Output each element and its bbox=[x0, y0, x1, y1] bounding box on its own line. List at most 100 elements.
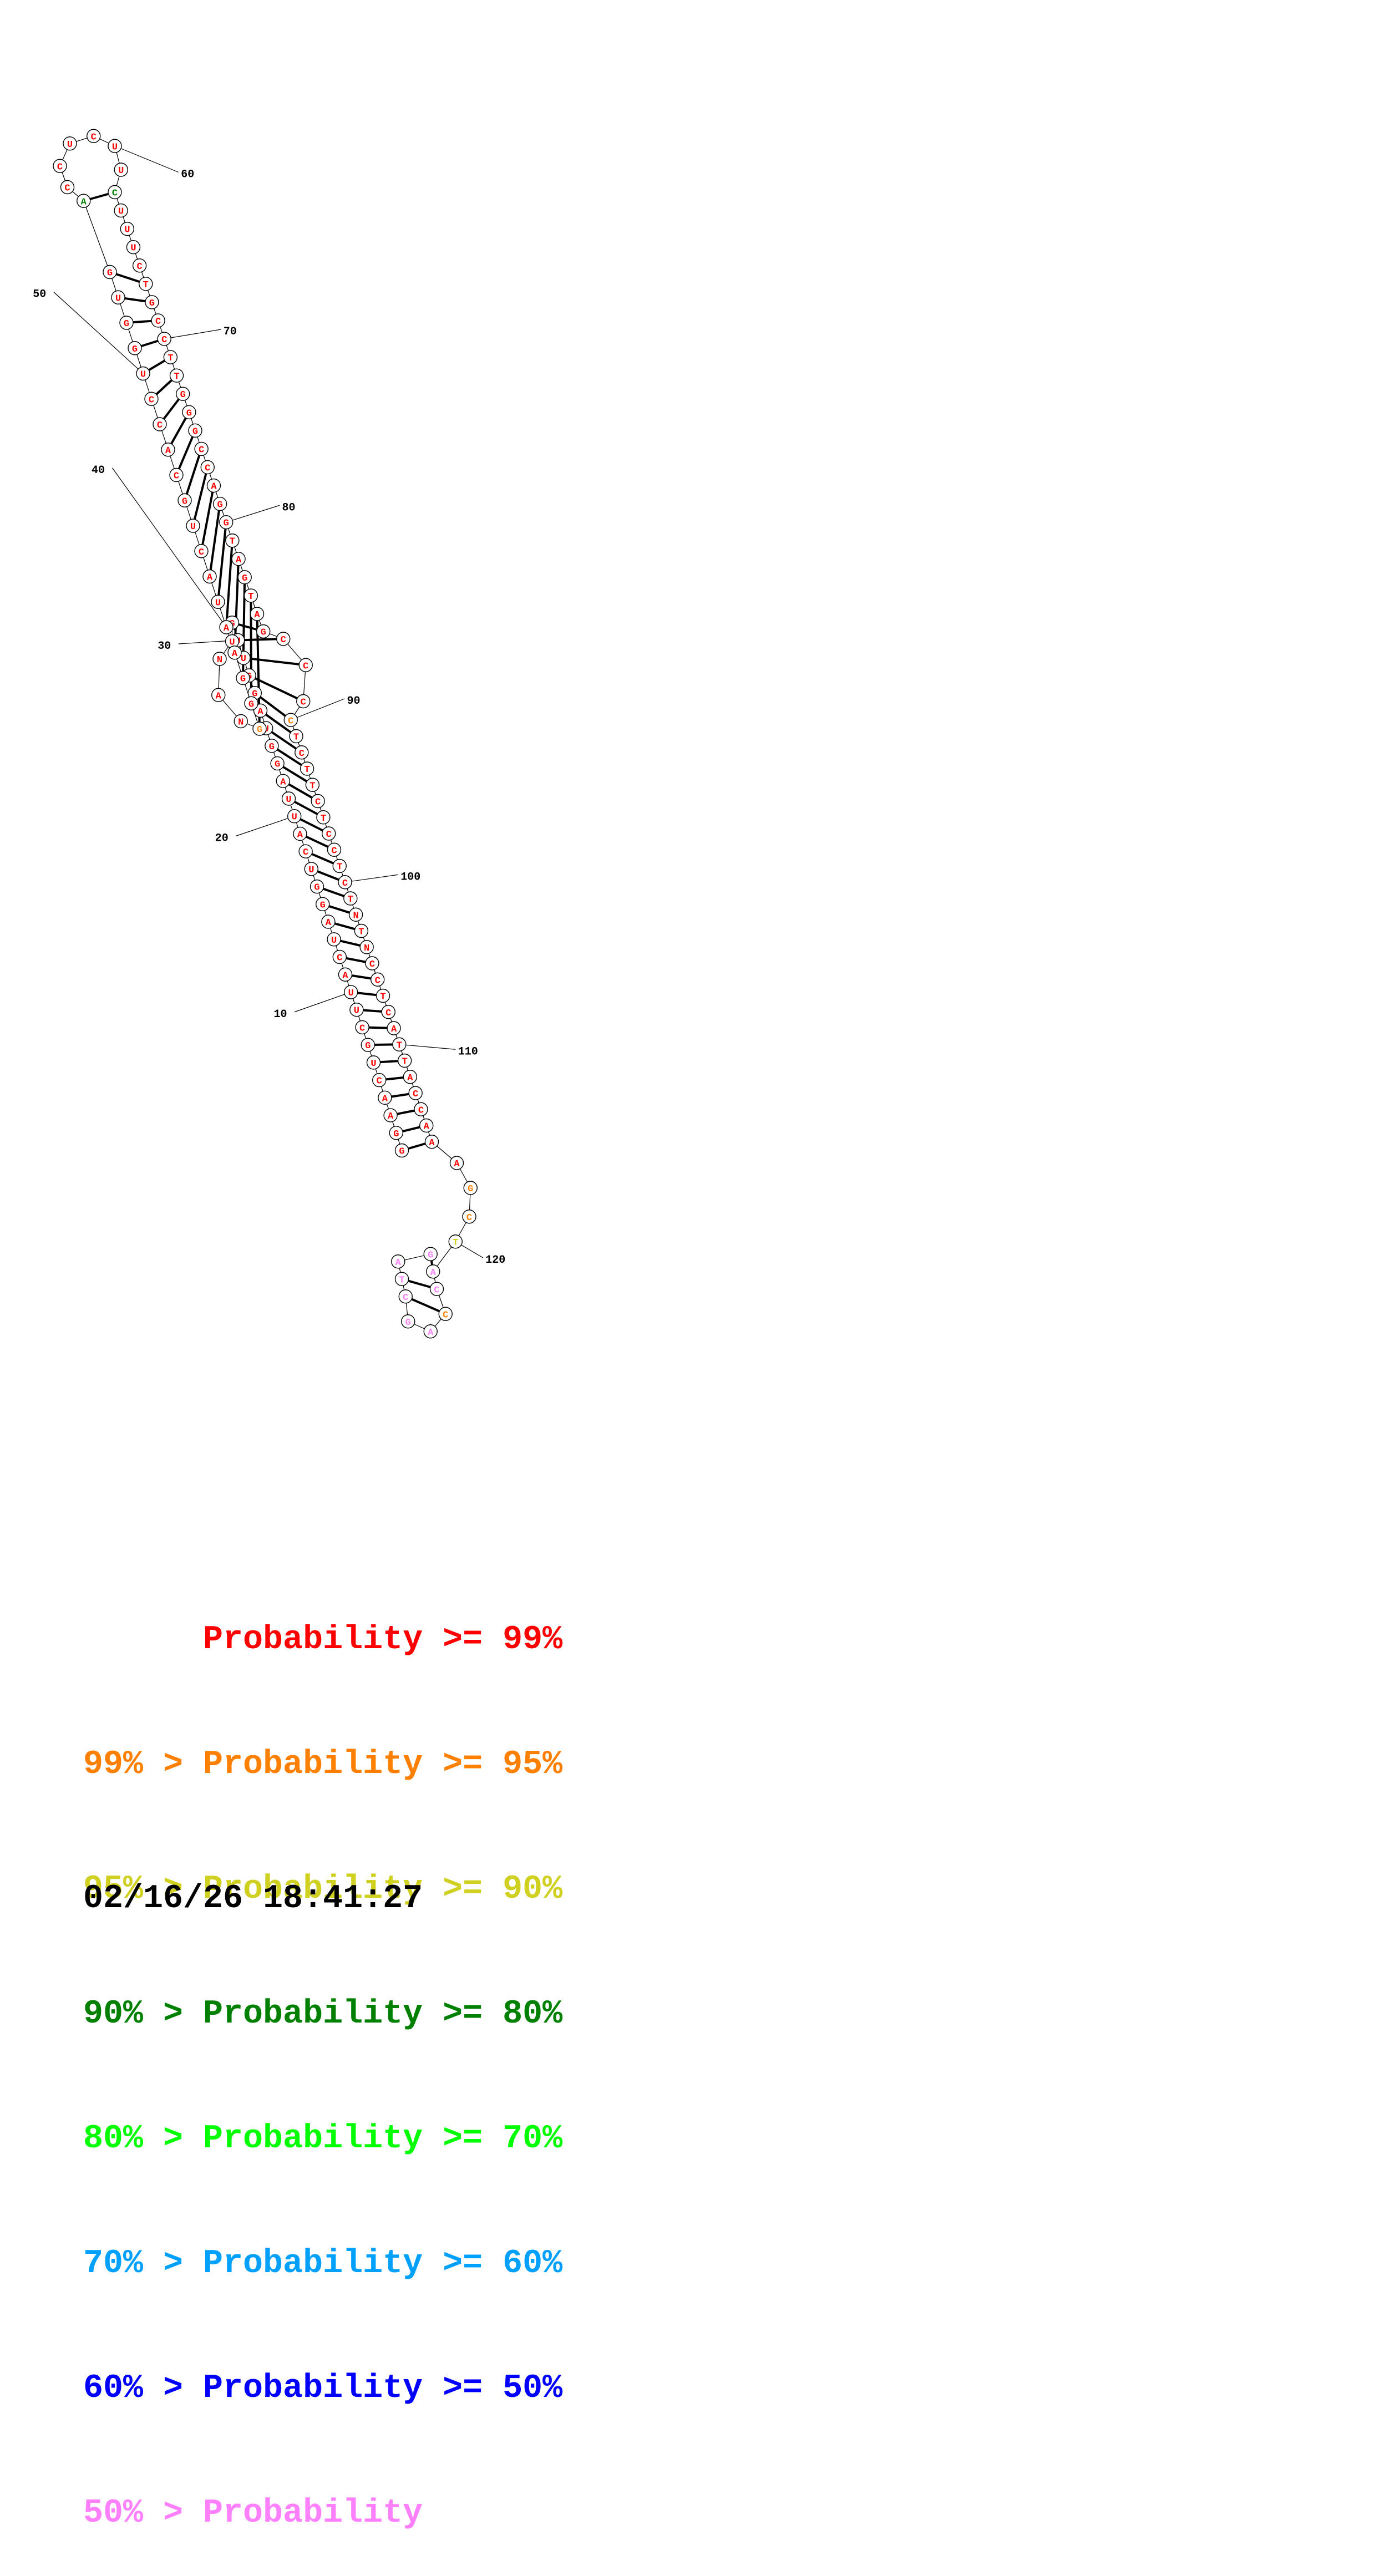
svg-text:A: A bbox=[257, 707, 263, 717]
svg-text:G: G bbox=[393, 1129, 399, 1140]
nucleotide: A bbox=[387, 1021, 401, 1035]
svg-text:N: N bbox=[364, 943, 369, 954]
svg-text:C: C bbox=[174, 471, 179, 482]
svg-text:C: C bbox=[331, 846, 337, 856]
svg-text:C: C bbox=[205, 463, 210, 474]
nucleotide: A bbox=[293, 826, 307, 841]
nucleotide: T bbox=[163, 350, 178, 364]
nucleotide: T bbox=[397, 1053, 412, 1068]
svg-text:G: G bbox=[186, 408, 192, 419]
nucleotide: T bbox=[343, 891, 358, 906]
nucleotide: G bbox=[394, 1143, 409, 1158]
nucleotide: U bbox=[349, 1002, 364, 1017]
svg-text:T: T bbox=[397, 1040, 402, 1051]
nucleotide: T bbox=[169, 368, 184, 383]
nucleotide: C bbox=[429, 1282, 444, 1296]
base-pair-line bbox=[192, 466, 209, 526]
svg-text:A: A bbox=[280, 777, 286, 787]
nucleotide: G bbox=[256, 624, 271, 639]
svg-text:A: A bbox=[232, 649, 238, 659]
svg-text:T: T bbox=[309, 781, 315, 791]
nucleotide: N bbox=[212, 652, 227, 666]
svg-text:C: C bbox=[466, 1213, 472, 1223]
nucleotide: C bbox=[153, 417, 167, 431]
nucleotide: T bbox=[289, 729, 303, 744]
nucleotide: A bbox=[426, 1264, 440, 1279]
svg-text:U: U bbox=[286, 795, 291, 805]
svg-text:A: A bbox=[342, 971, 348, 981]
svg-text:T: T bbox=[321, 814, 326, 824]
nucleotide: A bbox=[423, 1324, 438, 1339]
nucleotide: T bbox=[392, 1037, 407, 1051]
backbone-line bbox=[83, 201, 110, 272]
svg-text:C: C bbox=[288, 716, 293, 726]
nucleotide: U bbox=[120, 221, 135, 236]
svg-text:C: C bbox=[326, 830, 332, 840]
svg-text:C: C bbox=[369, 959, 375, 970]
nucleotide: N bbox=[348, 907, 363, 922]
svg-text:A: A bbox=[428, 1328, 434, 1338]
nucleotide: C bbox=[194, 441, 209, 456]
nucleotide: C bbox=[60, 180, 75, 195]
position-tick-line bbox=[344, 874, 398, 883]
nucleotide: U bbox=[186, 519, 200, 533]
nucleotide: G bbox=[389, 1126, 403, 1140]
base-pair-line bbox=[175, 430, 196, 476]
nucleotide: A bbox=[276, 774, 290, 788]
nucleotide: C bbox=[372, 1073, 387, 1088]
svg-text:T: T bbox=[348, 895, 353, 905]
nucleotide: T bbox=[139, 277, 153, 291]
nucleotide: C bbox=[132, 258, 147, 273]
position-label: 20 bbox=[215, 832, 229, 845]
svg-text:N: N bbox=[238, 718, 243, 728]
nucleotide: U bbox=[114, 162, 128, 177]
nucleotide: C bbox=[296, 694, 311, 709]
svg-text:U: U bbox=[354, 1006, 359, 1017]
svg-text:T: T bbox=[293, 733, 299, 743]
svg-text:C: C bbox=[155, 317, 161, 327]
nucleotide: C bbox=[311, 794, 325, 809]
nucleotide: N bbox=[234, 714, 248, 729]
nucleotide: A bbox=[161, 443, 175, 457]
svg-text:C: C bbox=[434, 1285, 439, 1295]
nucleotide: G bbox=[236, 670, 250, 685]
nucleotide: A bbox=[378, 1090, 392, 1105]
nucleotide: C bbox=[327, 842, 342, 857]
base-pair-line bbox=[167, 411, 190, 450]
nucleotide: C bbox=[398, 1289, 413, 1304]
nucleotide: C bbox=[151, 313, 165, 328]
svg-text:T: T bbox=[168, 353, 173, 364]
base-pair-line bbox=[265, 727, 302, 754]
nucleotide: C bbox=[371, 972, 385, 987]
svg-text:G: G bbox=[428, 1250, 433, 1261]
nucleotide: G bbox=[361, 1038, 375, 1052]
svg-text:U: U bbox=[118, 166, 124, 176]
nucleotide: T bbox=[316, 810, 331, 825]
svg-text:C: C bbox=[375, 975, 380, 986]
svg-text:C: C bbox=[315, 797, 321, 808]
nucleotide: G bbox=[175, 387, 190, 401]
svg-text:A: A bbox=[407, 1073, 413, 1084]
svg-text:G: G bbox=[320, 900, 326, 911]
svg-text:G: G bbox=[248, 699, 254, 710]
svg-text:G: G bbox=[275, 760, 280, 770]
base-pair-line bbox=[209, 504, 221, 577]
nucleotide: G bbox=[270, 756, 285, 771]
svg-text:G: G bbox=[405, 1318, 411, 1328]
nucleotide: A bbox=[231, 552, 246, 566]
nucleotide: U bbox=[126, 240, 141, 255]
svg-text:U: U bbox=[371, 1059, 376, 1069]
svg-text:C: C bbox=[413, 1089, 418, 1100]
nucleotide: A bbox=[391, 1254, 405, 1269]
nucleotide: G bbox=[252, 722, 267, 736]
nucleotide: G bbox=[316, 897, 330, 912]
nucleotide: U bbox=[225, 634, 240, 649]
svg-text:A: A bbox=[224, 623, 230, 634]
position-label: 70 bbox=[224, 326, 237, 338]
nucleotide: U bbox=[114, 203, 128, 218]
svg-text:C: C bbox=[199, 547, 204, 558]
svg-text:G: G bbox=[252, 689, 257, 700]
svg-text:T: T bbox=[143, 280, 149, 291]
svg-text:A: A bbox=[395, 1258, 402, 1268]
svg-text:C: C bbox=[149, 395, 154, 405]
